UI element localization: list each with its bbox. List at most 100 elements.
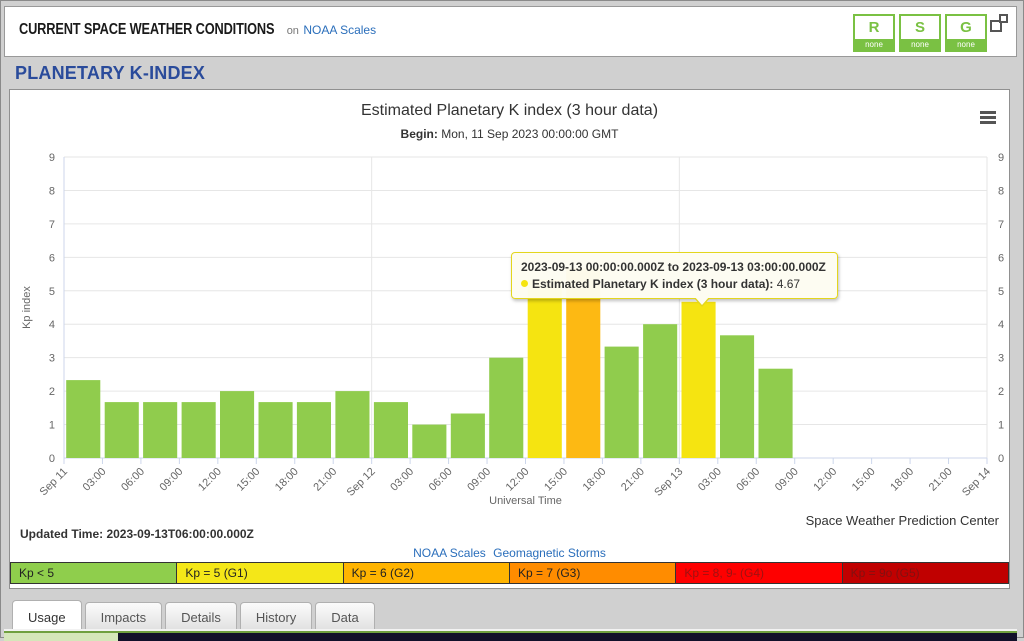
svg-text:8: 8 xyxy=(49,185,55,197)
s-scale-letter: S xyxy=(914,19,925,36)
noaa-scale-badges: R none S none G none xyxy=(853,14,987,52)
r-scale-badge[interactable]: R none xyxy=(853,14,895,52)
svg-text:06:00: 06:00 xyxy=(119,466,147,494)
svg-text:1: 1 xyxy=(49,420,55,432)
tab-data[interactable]: Data xyxy=(315,602,375,633)
legend-cell-kp-lt5: Kp < 5 xyxy=(11,563,178,583)
svg-text:Universal Time: Universal Time xyxy=(489,495,562,507)
kp-bar[interactable] xyxy=(412,424,447,458)
tabs-underline xyxy=(4,629,1017,632)
kp-bar[interactable] xyxy=(527,279,562,458)
tooltip-series-name: Estimated Planetary K index (3 hour data… xyxy=(532,277,774,291)
svg-text:Sep 11: Sep 11 xyxy=(38,466,71,499)
svg-text:3: 3 xyxy=(998,353,1004,365)
axis-titles: Universal Time Kp index xyxy=(21,286,562,507)
kp-bar[interactable] xyxy=(681,301,716,458)
page-header-title: CURRENT SPACE WEATHER CONDITIONS xyxy=(19,21,275,38)
svg-text:03:00: 03:00 xyxy=(81,466,109,494)
svg-text:5: 5 xyxy=(998,286,1004,298)
chart-subtitle-date: Mon, 11 Sep 2023 00:00:00 GMT xyxy=(441,127,619,141)
g-scale-status: none xyxy=(947,39,985,50)
s-scale-badge[interactable]: S none xyxy=(899,14,941,52)
scale-links: NOAA Scales Geomagnetic Storms xyxy=(10,546,1009,560)
kp-bar[interactable] xyxy=(335,391,370,458)
svg-text:4: 4 xyxy=(998,319,1004,331)
svg-text:03:00: 03:00 xyxy=(696,466,724,494)
noaa-scales-link[interactable]: NOAA Scales xyxy=(413,546,486,560)
svg-text:06:00: 06:00 xyxy=(427,466,455,494)
svg-text:6: 6 xyxy=(49,252,55,264)
svg-text:Sep 13: Sep 13 xyxy=(652,466,685,499)
legend-cell-g4: Kp = 8, 9- (G4) xyxy=(676,563,843,583)
svg-text:2: 2 xyxy=(49,386,55,398)
kp-bar[interactable] xyxy=(758,368,793,458)
x-axis-labels: Sep 11 03:00 06:00 09:00 12:00 15:00 18:00 21:0… xyxy=(38,466,994,499)
tab-content-dark-block xyxy=(118,633,1017,641)
geomagnetic-storms-link[interactable]: Geomagnetic Storms xyxy=(493,546,606,560)
tab-details[interactable]: Details xyxy=(165,602,237,633)
updated-time: Updated Time: 2023-09-13T06:00:00.000Z xyxy=(20,527,254,541)
kp-bar[interactable] xyxy=(373,402,408,458)
popout-window-icon[interactable] xyxy=(990,14,1008,32)
svg-text:15:00: 15:00 xyxy=(234,466,262,494)
svg-text:18:00: 18:00 xyxy=(273,466,301,494)
bottom-tabs: Usage Impacts Details History Data xyxy=(12,599,378,634)
svg-text:06:00: 06:00 xyxy=(734,466,762,494)
chart-tooltip: 2023-09-13 00:00:00.000Z to 2023-09-13 0… xyxy=(511,252,838,307)
kp-bar[interactable] xyxy=(566,268,601,458)
kp-bar[interactable] xyxy=(220,391,255,458)
top-header: CURRENT SPACE WEATHER CONDITIONS on NOAA… xyxy=(4,6,1017,57)
kp-bar[interactable] xyxy=(104,402,139,458)
tab-usage[interactable]: Usage xyxy=(12,600,82,634)
kp-bar[interactable] xyxy=(604,346,639,458)
popout-icon-small-square xyxy=(999,14,1008,23)
svg-text:12:00: 12:00 xyxy=(811,466,839,494)
svg-text:9: 9 xyxy=(998,152,1004,164)
g-scale-badge[interactable]: G none xyxy=(945,14,987,52)
header-title-group: CURRENT SPACE WEATHER CONDITIONS on NOAA… xyxy=(19,21,376,39)
svg-text:09:00: 09:00 xyxy=(158,466,186,494)
legend-cell-g2: Kp = 6 (G2) xyxy=(343,563,510,583)
svg-text:03:00: 03:00 xyxy=(388,466,416,494)
kp-color-legend: Kp < 5 Kp = 5 (G1) Kp = 6 (G2) Kp = 7 (G… xyxy=(10,562,1009,584)
chart-gridlines xyxy=(64,156,988,458)
svg-text:21:00: 21:00 xyxy=(311,466,339,494)
r-scale-letter: R xyxy=(868,19,880,36)
tooltip-series-marker-icon xyxy=(521,280,528,287)
svg-text:3: 3 xyxy=(49,353,55,365)
svg-text:18:00: 18:00 xyxy=(888,466,916,494)
svg-text:09:00: 09:00 xyxy=(465,466,493,494)
svg-text:0: 0 xyxy=(998,453,1004,465)
legend-cell-g3: Kp = 7 (G3) xyxy=(509,563,677,583)
svg-text:7: 7 xyxy=(49,219,55,231)
svg-text:1: 1 xyxy=(998,420,1004,432)
kp-bar[interactable] xyxy=(489,357,524,458)
kp-bars xyxy=(66,268,793,459)
kp-bar[interactable] xyxy=(143,402,178,458)
tab-history[interactable]: History xyxy=(239,602,313,633)
tab-impacts[interactable]: Impacts xyxy=(84,602,163,633)
kp-bar[interactable] xyxy=(258,402,293,458)
svg-text:21:00: 21:00 xyxy=(927,466,955,494)
svg-text:Kp index: Kp index xyxy=(21,286,33,329)
svg-text:Sep 12: Sep 12 xyxy=(345,466,378,499)
noaa-scales-header-link[interactable]: NOAA Scales xyxy=(303,23,377,37)
kp-index-chart-panel: Estimated Planetary K index (3 hour data… xyxy=(9,89,1010,589)
y-axis-labels: 0 0 1 1 2 2 3 3 4 4 5 5 6 6 7 7 8 8 9 9 xyxy=(49,152,1004,465)
svg-text:8: 8 xyxy=(998,185,1004,197)
kp-bar[interactable] xyxy=(66,380,101,458)
kp-bar[interactable] xyxy=(450,413,485,459)
kp-bar[interactable] xyxy=(296,402,331,458)
s-scale-status: none xyxy=(901,39,939,50)
kp-bar[interactable] xyxy=(643,324,678,458)
chart-context-menu-icon[interactable] xyxy=(980,111,996,124)
svg-text:4: 4 xyxy=(49,319,55,331)
chart-title: Estimated Planetary K index (3 hour data… xyxy=(360,102,659,119)
kp-bar[interactable] xyxy=(181,402,216,458)
svg-text:21:00: 21:00 xyxy=(619,466,647,494)
tooltip-value-line: Estimated Planetary K index (3 hour data… xyxy=(521,277,826,291)
tooltip-time-range: 2023-09-13 00:00:00.000Z to 2023-09-13 0… xyxy=(521,260,826,274)
swpc-credit: Space Weather Prediction Center xyxy=(805,513,999,528)
kp-bar[interactable] xyxy=(720,335,755,458)
svg-text:15:00: 15:00 xyxy=(850,466,878,494)
